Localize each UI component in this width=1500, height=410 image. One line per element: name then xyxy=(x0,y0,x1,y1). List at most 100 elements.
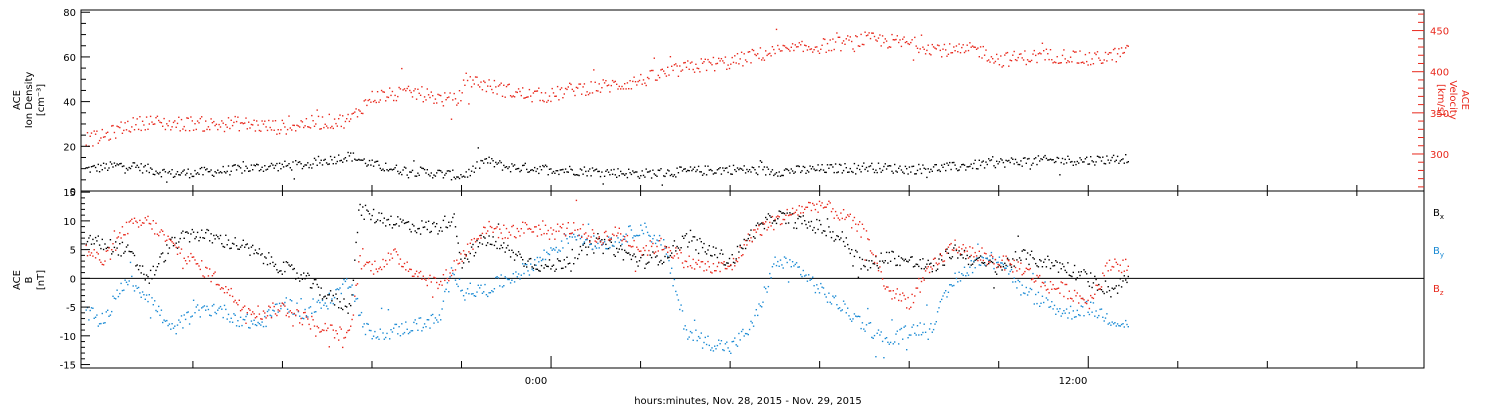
bx-point xyxy=(324,295,326,297)
velocity-point xyxy=(687,60,689,62)
bx-point xyxy=(626,252,629,254)
bx-point xyxy=(206,228,208,231)
density-point xyxy=(92,165,94,167)
bz-point xyxy=(681,262,684,264)
bx-point xyxy=(852,265,854,267)
bx-point xyxy=(274,263,277,266)
bx-point xyxy=(358,209,360,211)
density-point xyxy=(946,162,948,164)
density-point xyxy=(810,168,813,170)
bz-point xyxy=(483,226,485,228)
density-point xyxy=(657,169,659,171)
density-point xyxy=(830,164,833,166)
by-point xyxy=(356,297,359,300)
by-point xyxy=(719,343,721,345)
by-point xyxy=(787,281,790,283)
density-point xyxy=(791,170,794,172)
bz-point xyxy=(865,230,868,232)
density-point xyxy=(993,165,995,167)
bz-point xyxy=(503,224,505,226)
velocity-point xyxy=(989,61,991,63)
density-point xyxy=(405,167,407,169)
by-point xyxy=(973,260,975,262)
density-point xyxy=(857,164,860,167)
bx-point xyxy=(1110,296,1112,298)
by-point xyxy=(802,269,804,272)
velocity-point xyxy=(903,36,905,38)
density-point xyxy=(454,178,457,180)
bx-point xyxy=(742,247,744,250)
by-point xyxy=(390,329,392,331)
bz-point xyxy=(560,227,563,229)
density-point xyxy=(1030,164,1033,166)
by-point xyxy=(632,237,634,239)
density-point xyxy=(885,168,888,170)
bz-point xyxy=(620,233,622,235)
b-axis-label-line2: B xyxy=(24,276,35,283)
bz-point xyxy=(699,266,701,268)
density-point xyxy=(1028,157,1030,160)
by-point xyxy=(657,240,659,242)
by-point xyxy=(675,290,677,293)
by-point xyxy=(214,311,216,314)
velocity-point xyxy=(102,136,105,138)
by-point xyxy=(603,241,606,243)
velocity-point xyxy=(508,83,510,85)
by-point xyxy=(888,343,890,345)
bx-point xyxy=(264,256,266,258)
velocity-point xyxy=(793,49,795,52)
by-point xyxy=(715,348,717,350)
by-point xyxy=(571,236,573,238)
by-point xyxy=(129,261,132,264)
bx-point xyxy=(444,215,446,217)
by-point xyxy=(415,323,418,325)
bx-point xyxy=(160,253,163,255)
by-point xyxy=(629,225,631,227)
bz-point xyxy=(209,268,211,270)
density-point xyxy=(479,167,481,169)
velocity-point xyxy=(215,123,218,125)
bz-point xyxy=(116,237,118,239)
velocity-point xyxy=(163,117,165,120)
density-point xyxy=(618,175,620,177)
by-point xyxy=(971,271,974,274)
velocity-point xyxy=(611,79,614,82)
velocity-point xyxy=(696,67,698,69)
bx-point xyxy=(805,223,807,226)
by-point xyxy=(309,306,312,308)
velocity-point xyxy=(563,93,565,95)
velocity-point xyxy=(1002,65,1005,67)
velocity-point xyxy=(125,129,128,131)
bx-point xyxy=(1020,259,1022,261)
density-point xyxy=(798,165,800,168)
velocity-point xyxy=(206,128,208,131)
bx-point xyxy=(285,261,287,263)
density-point xyxy=(249,170,251,172)
bz-point xyxy=(979,259,982,261)
bx-point xyxy=(445,226,447,228)
velocity-point xyxy=(711,64,713,66)
by-point xyxy=(546,251,548,253)
velocity-point xyxy=(620,88,622,90)
bx-point xyxy=(512,251,514,254)
by-point xyxy=(496,276,498,278)
bx-point xyxy=(457,242,459,244)
velocity-point xyxy=(1037,53,1040,55)
by-point xyxy=(880,331,882,333)
bx-point xyxy=(100,247,102,250)
density-point xyxy=(746,168,748,171)
bx-point xyxy=(312,282,314,285)
by-point xyxy=(536,256,539,259)
bz-point xyxy=(640,250,642,252)
velocity-point xyxy=(175,126,177,128)
bz-point xyxy=(509,234,512,236)
velocity-point xyxy=(789,50,791,52)
density-point xyxy=(104,167,106,169)
bx-point xyxy=(899,264,901,267)
bx-point xyxy=(1086,273,1088,275)
velocity-point xyxy=(1075,51,1077,53)
by-point xyxy=(417,329,419,331)
bz-point xyxy=(697,259,700,261)
by-point xyxy=(650,241,653,243)
bz-point xyxy=(520,228,522,230)
